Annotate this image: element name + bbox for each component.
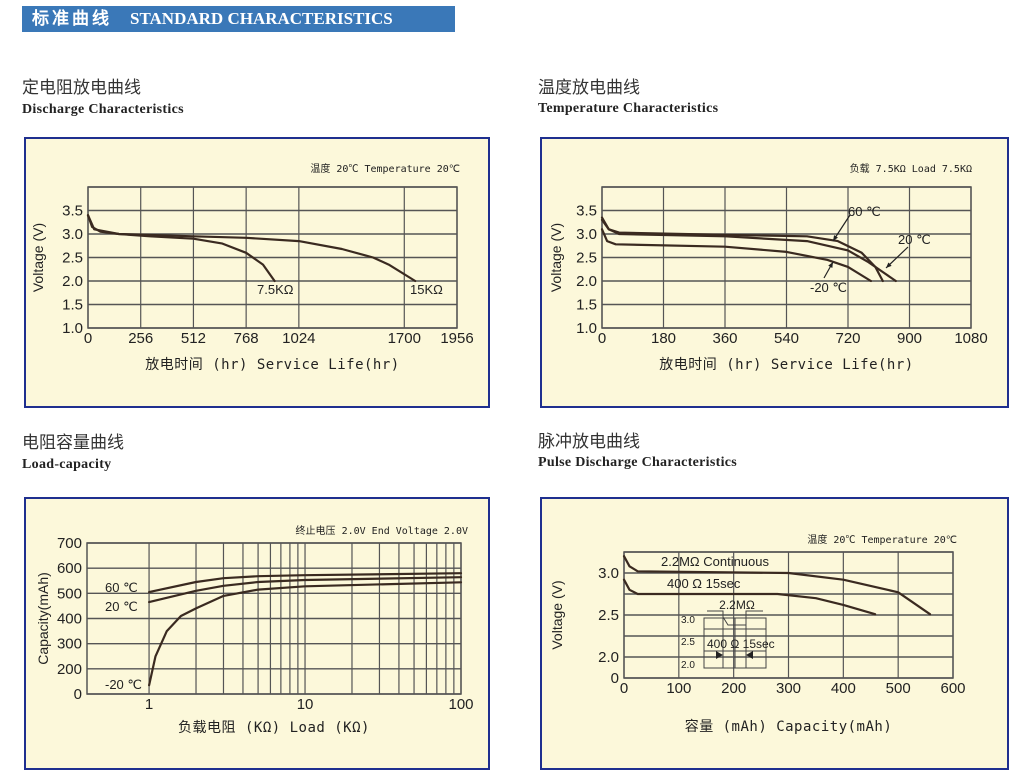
section-title-cn-load: 电阻容量曲线 xyxy=(22,433,124,452)
section-title-cn-discharge: 定电阻放电曲线 xyxy=(22,78,141,97)
header-title-cn: 标准曲线 xyxy=(32,9,112,28)
section-title-cn-pulse: 脉冲放电曲线 xyxy=(538,432,640,451)
section-title-en-pulse: Pulse Discharge Characteristics xyxy=(538,455,738,470)
header-title-en: STANDARD CHARACTERISTICS xyxy=(130,9,393,28)
section-title-en-discharge: Discharge Characteristics xyxy=(22,102,184,117)
chart-panel-discharge xyxy=(24,137,490,408)
chart-panel-load xyxy=(24,497,490,770)
section-title-en-load: Load-capacity xyxy=(22,457,112,472)
section-title-cn-temperature: 温度放电曲线 xyxy=(538,78,640,97)
chart-panel-temperature xyxy=(540,137,1009,408)
chart-panel-pulse xyxy=(540,497,1009,770)
section-title-en-temperature: Temperature Characteristics xyxy=(538,101,719,116)
header-banner: 标准曲线 STANDARD CHARACTERISTICS xyxy=(22,6,455,32)
